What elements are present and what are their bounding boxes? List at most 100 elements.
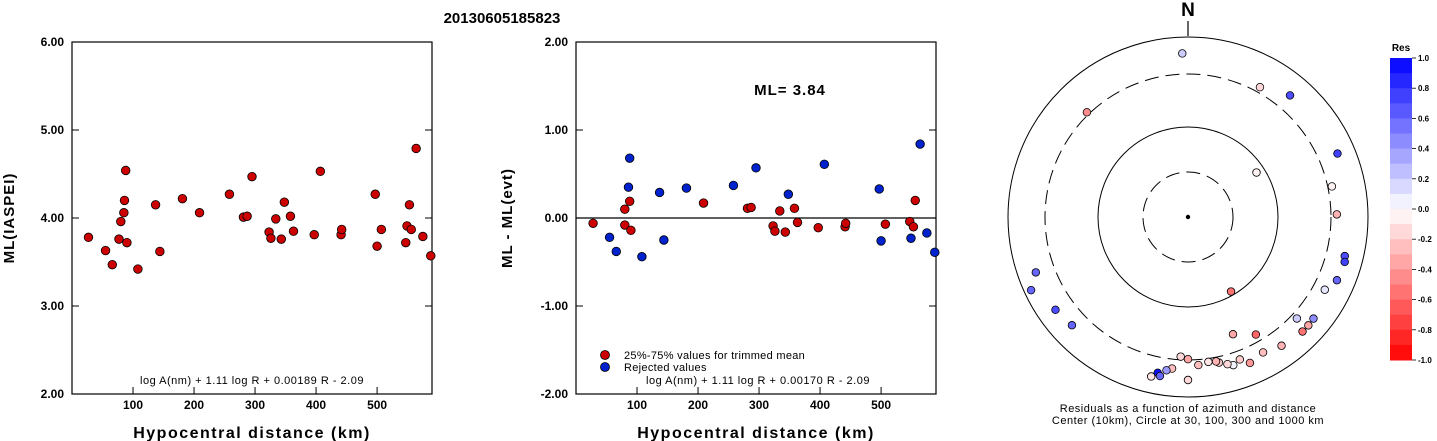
station-point [1223,359,1232,369]
station-point [1327,182,1337,191]
colorbar-cell [1390,344,1412,361]
trimmed-point [789,203,800,214]
x-tick-label: 500 [367,398,387,412]
axis-ticks: 100 200 300 400 500 -2.00 -1.00 0.00 1.00 2.00 [541,35,936,412]
colorbar-tick-label: -1.0 [1418,356,1432,365]
station-point [1298,327,1307,336]
data-point [404,200,415,210]
data-point [150,200,161,210]
colorbar-cell [1390,103,1412,119]
y-tick-label: 2.00 [545,35,569,49]
trimmed-point [770,226,780,236]
axis-ticks: 100 200 300 400 500 2.00 3.00 4.00 5.00 6.00 [41,35,432,412]
data-point [116,216,126,227]
x-axis-label: Hypocentral distance (km) [637,425,875,441]
colorbar-cell [1390,193,1412,210]
x-tick-label: 300 [245,398,265,412]
data-point [119,195,130,206]
station-point [1332,276,1342,285]
x-axis-label: Hypocentral distance (km) [133,425,371,441]
station-point [1183,354,1193,364]
trimmed-point [746,202,756,213]
rejected-point [604,232,615,243]
data-point [370,189,380,199]
station-point [1258,348,1268,357]
ring-300km [1044,73,1332,361]
data-point [120,165,131,176]
x-tick-label: 500 [871,398,891,412]
data-point [155,246,165,257]
rejected-point [819,159,830,170]
rejected-point [915,139,925,149]
colorbar-cell [1390,314,1412,331]
trimmed-point [813,222,823,233]
trimmed-point [780,227,790,237]
rejected-point [624,153,635,163]
y-tick-label: 6.00 [41,35,65,49]
trimmed-point [588,218,598,228]
data-point [107,259,117,270]
station-point [1333,149,1342,158]
rejected-point [922,228,932,238]
data-point [309,230,319,240]
trimmed-point [620,220,630,230]
data-point [426,251,436,261]
colorbar-cell [1390,209,1412,225]
rejected-point [876,236,886,246]
data-point [406,224,416,235]
rejected-point [681,183,692,193]
trimmed-point [775,206,785,216]
colorbar-tick-label: 0.0 [1418,205,1430,214]
trimmed-point [624,196,635,206]
colorbar-cell [1390,329,1412,346]
data-point [224,189,235,199]
x-tick-label: 400 [306,398,326,412]
trimmed-point [908,222,919,232]
data-point [288,226,299,236]
rejected-point [623,182,634,192]
colorbar-cell [1390,299,1412,316]
data-point [401,237,411,248]
rejected-point [611,246,621,257]
panel-ml-residual: 100 200 300 400 500 -2.00 -1.00 0.00 1.00 2.00 ML… [499,35,940,441]
station-point [1255,82,1265,92]
ring-100km [1097,126,1279,308]
station-point [1304,321,1313,330]
colorbar-tick-label: 0.8 [1418,84,1430,93]
colorbar-cell [1390,148,1412,165]
data-point [315,166,326,177]
station-point [1251,330,1261,339]
legend-marker-trimmed [600,350,610,360]
colorbar-cell [1390,163,1412,180]
station-point [1183,375,1193,385]
plot-frame [71,41,433,395]
colorbar-tick-label: -0.2 [1418,235,1432,244]
colorbar-tick-label: 0.6 [1418,114,1430,123]
y-axis-label: ML - ML(evt) [499,168,516,268]
legend-marker-rejected [600,362,610,372]
rejected-point [637,252,647,262]
data-point [411,143,421,154]
colorbar-ticks: 1.0 0.8 0.6 0.4 0.2 0.0 -0.2 -0.4 -0.6 -0.8 -1.0 [1412,54,1432,365]
station-point [1252,168,1261,177]
colorbar-tick-label: 0.2 [1418,175,1430,184]
station-point [1146,372,1156,381]
rejected-point [654,187,665,198]
station-point [1051,305,1060,315]
colorbar-cell [1390,73,1412,89]
y-tick-label: 1.00 [545,123,569,137]
data-point [114,234,124,244]
data-point [285,211,296,221]
center-point [1185,214,1191,220]
station-point [1235,355,1245,364]
colorbar-tick-label: -0.8 [1418,326,1432,335]
data-point [119,208,129,218]
station-point [1082,108,1092,117]
ml-annotation: ML= 3.84 [754,82,826,99]
rejected-point [874,184,884,194]
station-point [1026,285,1036,295]
rejected-point [659,235,669,245]
trimmed-point [620,204,630,214]
panel-polar-residuals: N Residuals as a function of azimuth and… [1007,0,1369,427]
station-points [1026,49,1349,385]
